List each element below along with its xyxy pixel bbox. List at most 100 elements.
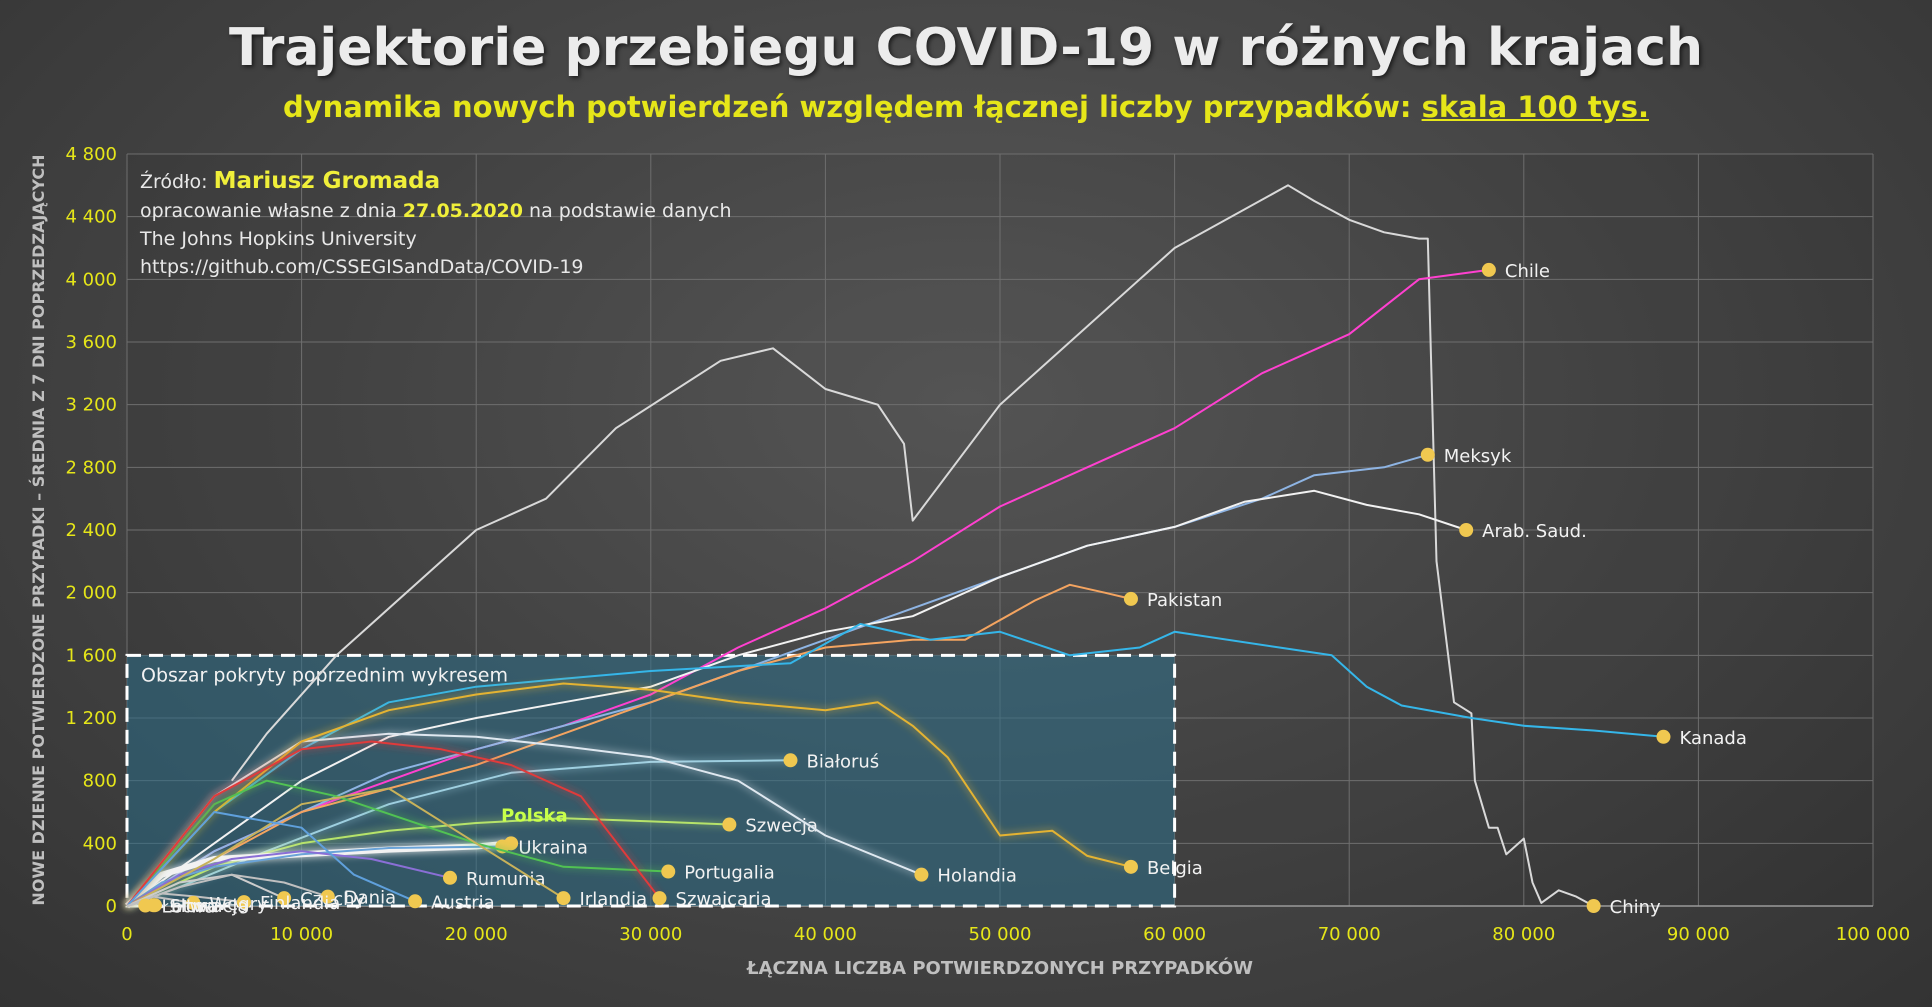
y-tick-label: 4 000 <box>65 269 117 290</box>
source-line-3: The Johns Hopkins University <box>140 228 417 250</box>
series-label-szwajcaria: Szwajcaria <box>676 889 772 910</box>
series-label-chiny: Chiny <box>1610 897 1661 918</box>
series-label-pakistan: Pakistan <box>1147 590 1222 611</box>
series-line-portugalia <box>126 779 669 907</box>
inset-label: Obszar pokryty poprzednim wykresem <box>141 664 508 686</box>
x-tick-label: 50 000 <box>969 924 1032 945</box>
series-line-szwecja <box>126 817 730 907</box>
series-endpoint-arab-saud- <box>1459 523 1474 537</box>
series-label-austria: Austria <box>431 892 495 913</box>
series-label-łotwa: Łotwa <box>160 897 215 918</box>
series-endpoint-rumunia <box>443 870 458 885</box>
chart-subtitle: dynamika nowych potwierdzeń względem łąc… <box>0 90 1932 124</box>
series-line-kanada <box>126 623 1664 907</box>
series-label-arab-saud-: Arab. Saud. <box>1482 521 1587 542</box>
series-endpoint-łotwa <box>138 898 153 913</box>
source-author: Mariusz Gromada <box>213 168 441 194</box>
series-label-węgry: Węgry <box>209 894 268 915</box>
series-label-białoruś: Białoruś <box>806 751 879 772</box>
series-line-czechy <box>126 873 285 907</box>
y-tick-label: 1 200 <box>65 708 117 729</box>
x-tick-label: 0 <box>121 924 132 945</box>
series-label-kanada: Kanada <box>1679 728 1746 749</box>
series-label-ukraina: Ukraina <box>518 837 587 858</box>
y-tick-label: 2 400 <box>65 520 117 541</box>
source-prefix: opracowanie własne z dnia <box>140 200 397 222</box>
series-label-chile: Chile <box>1505 261 1550 282</box>
y-tick-label: 0 <box>106 896 117 917</box>
series-endpoint-portugalia <box>661 864 676 879</box>
series-endpoint-szwajcaria <box>652 891 667 906</box>
y-tick-label: 2 800 <box>65 457 117 478</box>
series-endpoint-finlandia <box>236 895 251 910</box>
y-axis-label: NOWE DZIENNE POTWIERDZONE PRZYPADKI – ŚR… <box>29 154 48 905</box>
series-endpoint-chiny <box>1586 899 1601 913</box>
subtitle-scale: skala 100 tys. <box>1421 90 1649 124</box>
series-label-szwecja: Szwecja <box>745 816 818 837</box>
series-label-portugalia: Portugalia <box>684 863 775 884</box>
series-label-litwa: Litwa <box>171 896 219 917</box>
source-line-1: Źródło: Mariusz Gromada <box>140 168 440 194</box>
source-line-4: https://github.com/CSSEGISandData/COVID-… <box>140 256 584 278</box>
series-endpoint-białoruś <box>783 753 798 768</box>
x-tick-label: 40 000 <box>794 924 857 945</box>
series-endpoint-belgia <box>1123 859 1138 874</box>
series-line-irlandia <box>126 787 565 907</box>
y-tick-label: 3 600 <box>65 332 117 353</box>
series-line-holandia <box>126 732 922 907</box>
series-lines: Chiny Chile Meksyk Arab. Saud. Pakistan Kanad… <box>124 184 1747 918</box>
chart-title: Trajektorie przebiegu COVID-19 w różnych… <box>228 18 1704 78</box>
series-line-belgia <box>126 682 1132 907</box>
series-label-słowacja: Słowacja <box>169 896 248 917</box>
series-endpoint-irlandia <box>556 891 571 906</box>
series-line-meksyk <box>126 453 1429 907</box>
series-line-austria <box>126 811 416 907</box>
x-tick-label: 60 000 <box>1143 924 1206 945</box>
series-endpoint-pakistan <box>1123 591 1138 606</box>
series-label-polska: Polska <box>501 805 568 826</box>
x-tick-label: 90 000 <box>1667 924 1730 945</box>
series-line-szwajcaria <box>126 740 661 907</box>
series-endpoint-węgry <box>186 895 201 910</box>
subtitle-main: dynamika nowych potwierdzeń względem łąc… <box>283 90 1412 124</box>
series-line-arab-saud- <box>126 489 1467 907</box>
series-label-meksyk: Meksyk <box>1444 446 1512 467</box>
series-label-irlandia: Irlandia <box>580 889 648 910</box>
series-line-chile <box>126 268 1490 907</box>
y-tick-label: 800 <box>83 771 117 792</box>
series-line-chiny <box>230 184 1595 907</box>
x-tick-label: 80 000 <box>1492 924 1555 945</box>
series-label-finlandia: Finlandia <box>260 893 340 914</box>
series-endpoint-holandia <box>914 867 929 882</box>
series-line-rumunia <box>126 850 451 907</box>
axis-ticks: 0 400 800 1 200 1 600 2 000 2 400 2 800 3 200 3 6… <box>65 144 1910 945</box>
source-line-2: opracowanie własne z dnia 27.05.2020 na … <box>140 200 732 222</box>
source-label: Źródło: <box>140 171 208 193</box>
series-endpoint-austria <box>408 894 423 909</box>
series-line-pakistan <box>126 583 1132 907</box>
y-tick-label: 4 400 <box>65 207 117 228</box>
x-tick-label: 70 000 <box>1318 924 1381 945</box>
series-label-dania: Dania <box>344 888 396 909</box>
x-tick-label: 20 000 <box>445 924 508 945</box>
series-endpoint-meksyk <box>1420 447 1435 462</box>
y-tick-label: 400 <box>83 833 117 854</box>
y-tick-label: 2 000 <box>65 583 117 604</box>
series-endpoint-dania <box>320 889 335 904</box>
series-endpoint-czechy <box>277 891 292 906</box>
series-endpoint-szwecja <box>722 817 737 832</box>
y-tick-label: 3 200 <box>65 395 117 416</box>
series-endpoint-chile <box>1481 262 1496 277</box>
x-axis-label: ŁĄCZNA LICZBA POTWIERDZONYCH PRZYPADKÓW <box>746 957 1253 979</box>
y-tick-label: 4 800 <box>65 144 117 165</box>
series-endpoint-kanada <box>1656 729 1671 744</box>
series-label-holandia: Holandia <box>937 866 1016 887</box>
x-tick-label: 100 000 <box>1836 924 1910 945</box>
x-tick-label: 10 000 <box>270 924 333 945</box>
y-tick-label: 1 600 <box>65 645 117 666</box>
inset-region <box>125 653 1177 908</box>
source-date: 27.05.2020 <box>402 200 523 222</box>
series-line-ukraina <box>126 845 503 907</box>
x-tick-label: 30 000 <box>619 924 682 945</box>
